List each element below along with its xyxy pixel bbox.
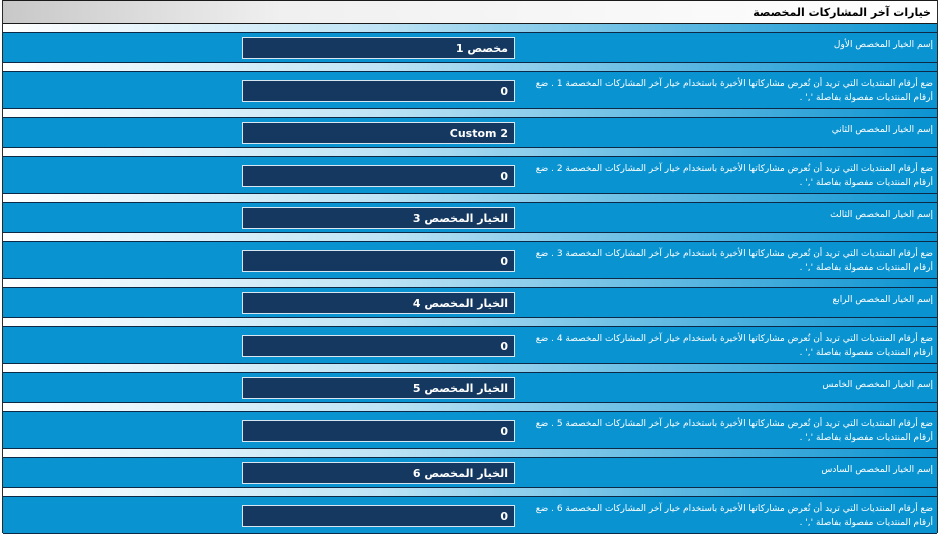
row-separator	[3, 233, 937, 241]
option-5-name-input[interactable]: الخيار المخصص 5	[242, 377, 515, 399]
custom-option-6-name-row: إسم الخيار المخصص السادس الخيار المخصص 6	[3, 457, 937, 488]
custom-option-4-forums-row: ضع أرقام المنتديات التي تريد أن تُعرض مش…	[3, 326, 937, 364]
custom-option-1-forums-row: ضع أرقام المنتديات التي تريد أن تُعرض مش…	[3, 71, 937, 109]
custom-option-5-name-row: إسم الخيار المخصص الخامس الخيار المخصص 5	[3, 372, 937, 403]
custom-option-1-name-row: إسم الخيار المخصص الأول مخصص 1	[3, 32, 937, 63]
row-separator	[3, 24, 937, 32]
option-name-label: إسم الخيار المخصص الثاني	[831, 125, 933, 135]
forum-ids-label: ضع أرقام المنتديات التي تريد أن تُعرض مش…	[535, 249, 933, 273]
custom-option-2-forums-row: ضع أرقام المنتديات التي تريد أن تُعرض مش…	[3, 156, 937, 194]
option-6-forum-ids-input[interactable]: 0	[242, 505, 515, 527]
forum-ids-label: ضع أرقام المنتديات التي تريد أن تُعرض مش…	[535, 334, 933, 358]
option-name-label: إسم الخيار المخصص الخامس	[822, 380, 933, 390]
section-title: خيارات آخر المشاركات المخصصة	[753, 5, 931, 19]
forum-ids-label: ضع أرقام المنتديات التي تريد أن تُعرض مش…	[535, 79, 933, 103]
custom-option-2-name-row: إسم الخيار المخصص الثاني Custom 2	[3, 117, 937, 148]
custom-option-4-name-row: إسم الخيار المخصص الرابع الخيار المخصص 4	[3, 287, 937, 318]
option-4-name-input[interactable]: الخيار المخصص 4	[242, 292, 515, 314]
forum-ids-label: ضع أرقام المنتديات التي تريد أن تُعرض مش…	[535, 419, 933, 443]
row-separator	[3, 364, 937, 372]
option-5-forum-ids-input[interactable]: 0	[242, 420, 515, 442]
forum-ids-label: ضع أرقام المنتديات التي تريد أن تُعرض مش…	[535, 164, 933, 188]
option-name-label: إسم الخيار المخصص السادس	[821, 465, 933, 475]
custom-option-3-name-row: إسم الخيار المخصص الثالث الخيار المخصص 3	[3, 202, 937, 233]
option-1-name-input[interactable]: مخصص 1	[242, 37, 515, 59]
option-name-label: إسم الخيار المخصص الثالث	[830, 210, 933, 220]
option-3-name-input[interactable]: الخيار المخصص 3	[242, 207, 515, 229]
row-separator	[3, 148, 937, 156]
row-separator	[3, 449, 937, 457]
row-separator	[3, 403, 937, 411]
row-separator	[3, 488, 937, 496]
row-separator	[3, 194, 937, 202]
custom-option-5-forums-row: ضع أرقام المنتديات التي تريد أن تُعرض مش…	[3, 411, 937, 449]
option-2-forum-ids-input[interactable]: 0	[242, 165, 515, 187]
row-separator	[3, 109, 937, 117]
option-4-forum-ids-input[interactable]: 0	[242, 335, 515, 357]
row-separator	[3, 279, 937, 287]
forum-ids-label: ضع أرقام المنتديات التي تريد أن تُعرض مش…	[535, 504, 933, 528]
option-name-label: إسم الخيار المخصص الأول	[833, 40, 933, 50]
custom-option-3-forums-row: ضع أرقام المنتديات التي تريد أن تُعرض مش…	[3, 241, 937, 279]
option-3-forum-ids-input[interactable]: 0	[242, 250, 515, 272]
custom-option-6-forums-row: ضع أرقام المنتديات التي تريد أن تُعرض مش…	[3, 496, 937, 534]
option-1-forum-ids-input[interactable]: 0	[242, 80, 515, 102]
row-separator	[3, 63, 937, 71]
option-2-name-input[interactable]: Custom 2	[242, 122, 515, 144]
option-6-name-input[interactable]: الخيار المخصص 6	[242, 462, 515, 484]
section-header: خيارات آخر المشاركات المخصصة	[3, 0, 937, 24]
row-separator	[3, 318, 937, 326]
option-name-label: إسم الخيار المخصص الرابع	[832, 295, 933, 305]
